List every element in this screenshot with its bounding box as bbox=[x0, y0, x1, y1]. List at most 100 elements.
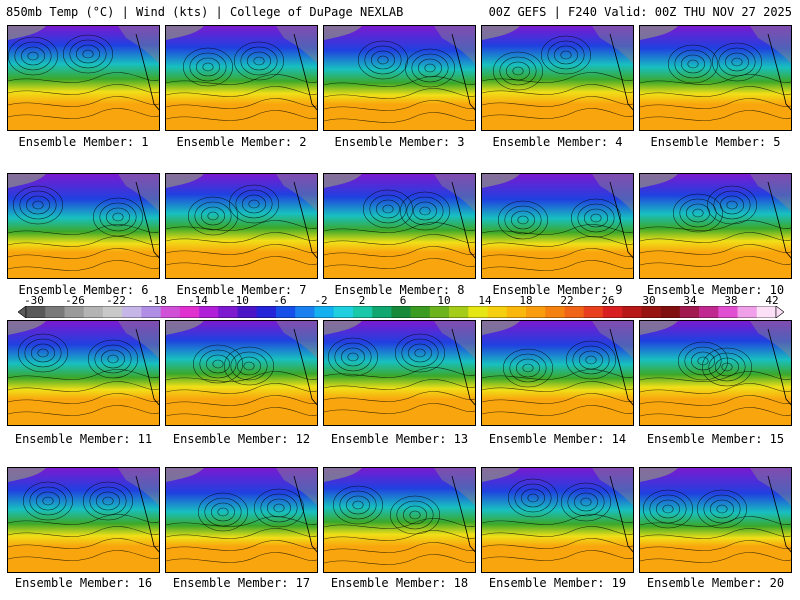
colorbar-tick-label: -26 bbox=[65, 294, 85, 307]
colorbar-segment bbox=[256, 306, 277, 318]
colorbar-segment bbox=[641, 306, 661, 318]
member-label-17: Ensemble Member: 17 bbox=[172, 576, 311, 590]
ensemble-panel-11 bbox=[7, 320, 160, 426]
colorbar-tick-label: -22 bbox=[106, 294, 126, 307]
ensemble-panel-4 bbox=[481, 25, 634, 131]
ensemble-panel-16 bbox=[7, 467, 160, 573]
colorbar-segment bbox=[564, 306, 584, 318]
member-label-20: Ensemble Member: 20 bbox=[646, 576, 785, 590]
member-label-11: Ensemble Member: 11 bbox=[14, 432, 153, 446]
colorbar-segment bbox=[487, 306, 508, 318]
colorbar-tick-label: -6 bbox=[273, 294, 287, 307]
colorbar-tick-label: 42 bbox=[765, 294, 779, 307]
colorbar-tick-label: 6 bbox=[399, 294, 407, 307]
ensemble-panel-8 bbox=[323, 173, 476, 279]
colorbar-segment bbox=[295, 306, 315, 318]
ensemble-panel-15 bbox=[639, 320, 792, 426]
colorbar-segment bbox=[756, 306, 777, 318]
ensemble-panel-6 bbox=[7, 173, 160, 279]
member-label-18: Ensemble Member: 18 bbox=[330, 576, 469, 590]
ensemble-panel-7 bbox=[165, 173, 318, 279]
colorbar-segment bbox=[410, 306, 431, 318]
colorbar-segment bbox=[429, 306, 450, 318]
colorbar-segment bbox=[583, 306, 604, 318]
colorbar-tick-label: -14 bbox=[188, 294, 208, 307]
colorbar-segment bbox=[602, 306, 623, 318]
member-label-9: Ensemble Member: 9 bbox=[492, 283, 623, 297]
colorbar-segment bbox=[372, 306, 392, 318]
colorbar-left-arrow bbox=[18, 306, 27, 318]
colorbar-segment bbox=[699, 306, 719, 318]
colorbar-segment bbox=[179, 306, 200, 318]
colorbar-tick-label: 18 bbox=[519, 294, 533, 307]
colorbar-segment bbox=[64, 306, 84, 318]
colorbar-segment bbox=[449, 306, 469, 318]
ensemble-panel-18 bbox=[323, 467, 476, 573]
member-label-3: Ensemble Member: 3 bbox=[334, 135, 465, 149]
member-label-7: Ensemble Member: 7 bbox=[176, 283, 307, 297]
member-label-10: Ensemble Member: 10 bbox=[646, 283, 785, 297]
colorbar-tick-label: 10 bbox=[437, 294, 451, 307]
ensemble-panel-13 bbox=[323, 320, 476, 426]
colorbar-segment bbox=[141, 306, 161, 318]
ensemble-panel-9 bbox=[481, 173, 634, 279]
member-label-19: Ensemble Member: 19 bbox=[488, 576, 627, 590]
member-label-5: Ensemble Member: 5 bbox=[650, 135, 781, 149]
member-label-16: Ensemble Member: 16 bbox=[14, 576, 153, 590]
ensemble-panel-19 bbox=[481, 467, 634, 573]
colorbar-segment bbox=[45, 306, 65, 318]
colorbar-segment bbox=[276, 306, 296, 318]
colorbar-segment bbox=[83, 306, 104, 318]
colorbar-right-arrow bbox=[775, 306, 784, 318]
colorbar-segment bbox=[314, 306, 334, 318]
colorbar-segment bbox=[237, 306, 258, 318]
member-label-12: Ensemble Member: 12 bbox=[172, 432, 311, 446]
member-label-14: Ensemble Member: 14 bbox=[488, 432, 627, 446]
colorbar-tick-label: -18 bbox=[147, 294, 167, 307]
colorbar-segment bbox=[102, 306, 123, 318]
ensemble-panel-3 bbox=[323, 25, 476, 131]
colorbar-tick-label: 14 bbox=[478, 294, 492, 307]
member-label-8: Ensemble Member: 8 bbox=[334, 283, 465, 297]
run-valid-time: 00Z GEFS | F240 Valid: 00Z THU NOV 27 20… bbox=[488, 5, 792, 19]
member-label-4: Ensemble Member: 4 bbox=[492, 135, 623, 149]
ensemble-panel-1 bbox=[7, 25, 160, 131]
colorbar-segment bbox=[545, 306, 565, 318]
colorbar-tick-label: 30 bbox=[642, 294, 656, 307]
colorbar-segment bbox=[122, 306, 142, 318]
colorbar-segment bbox=[679, 306, 700, 318]
colorbar-tick-label: 2 bbox=[358, 294, 366, 307]
colorbar-segment bbox=[160, 306, 181, 318]
ensemble-panel-12 bbox=[165, 320, 318, 426]
ensemble-panel-17 bbox=[165, 467, 318, 573]
colorbar-segment bbox=[718, 306, 738, 318]
colorbar-segment bbox=[333, 306, 354, 318]
colorbar-tick-label: 22 bbox=[560, 294, 574, 307]
colorbar-segment bbox=[737, 306, 758, 318]
colorbar-tick-label: -2 bbox=[314, 294, 328, 307]
member-label-6: Ensemble Member: 6 bbox=[18, 283, 149, 297]
colorbar-segment bbox=[391, 306, 411, 318]
colorbar-segment bbox=[218, 306, 238, 318]
colorbar-segment bbox=[622, 306, 642, 318]
colorbar-segment bbox=[352, 306, 373, 318]
colorbar-segment bbox=[199, 306, 219, 318]
colorbar-tick-label: 34 bbox=[683, 294, 697, 307]
ensemble-panel-10 bbox=[639, 173, 792, 279]
member-label-2: Ensemble Member: 2 bbox=[176, 135, 307, 149]
colorbar-segment bbox=[506, 306, 527, 318]
colorbar-tick-label: -10 bbox=[229, 294, 249, 307]
member-label-15: Ensemble Member: 15 bbox=[646, 432, 785, 446]
map-title: 850mb Temp (°C) | Wind (kts) | College o… bbox=[6, 5, 404, 19]
member-label-1: Ensemble Member: 1 bbox=[18, 135, 149, 149]
colorbar-segment bbox=[468, 306, 488, 318]
ensemble-panel-20 bbox=[639, 467, 792, 573]
colorbar-segment bbox=[26, 306, 46, 318]
colorbar-tick-label: 38 bbox=[724, 294, 738, 307]
temperature-colorbar bbox=[18, 306, 784, 318]
ensemble-panel-14 bbox=[481, 320, 634, 426]
ensemble-panel-2 bbox=[165, 25, 318, 131]
colorbar-segment bbox=[526, 306, 546, 318]
colorbar-segment bbox=[660, 306, 681, 318]
ensemble-panel-5 bbox=[639, 25, 792, 131]
